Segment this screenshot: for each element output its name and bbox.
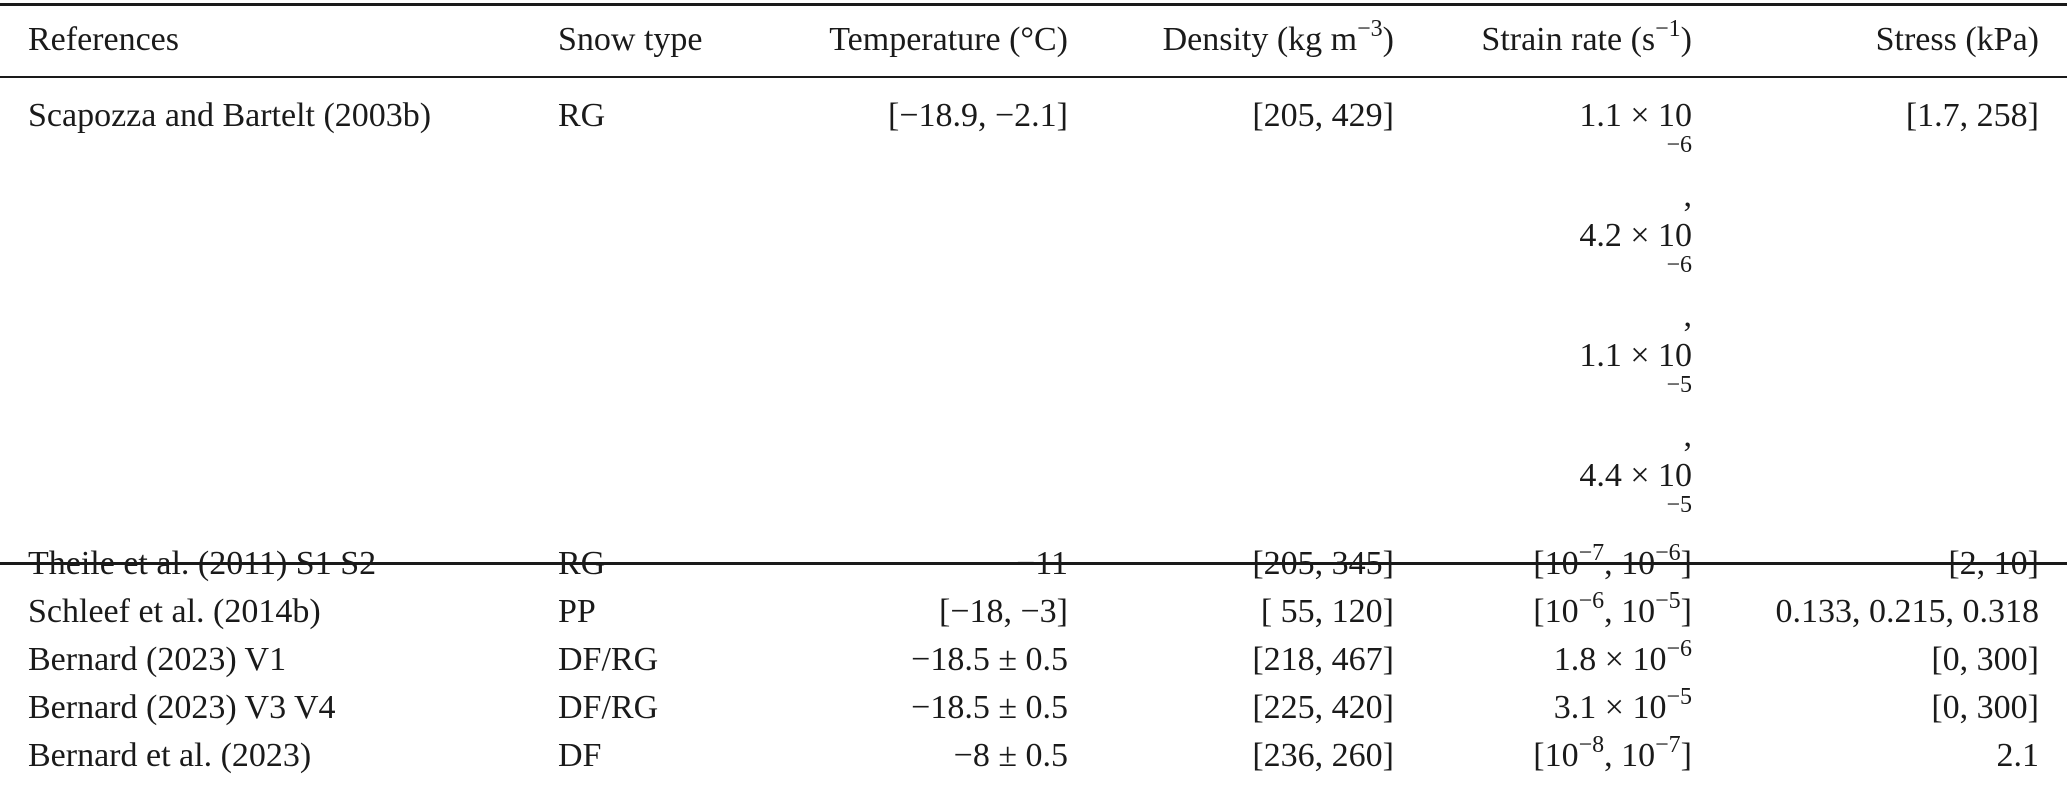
cell-strain-rate: 1.8 × 10−6 — [1553, 635, 1692, 678]
table-row: Schleef et al. (2014b) PP [−18, −3] [ 55… — [0, 584, 2067, 632]
cell-snow-type: RG — [558, 545, 606, 582]
cell-temperature: −11 — [1016, 545, 1068, 582]
cell-density: [218, 467] — [1252, 641, 1394, 678]
cell-density: [225, 420] — [1252, 689, 1394, 726]
cell-strain-rate: 3.1 × 10−5 — [1553, 683, 1692, 726]
table-row: Bernard (2023) V1 DF/RG −18.5 ± 0.5 [218… — [0, 632, 2067, 680]
cell-temperature: [−18.9, −2.1] — [888, 97, 1068, 134]
cell-snow-type: DF/RG — [558, 689, 659, 726]
cell-density: [ 55, 120] — [1260, 593, 1394, 630]
cell-stress: [0, 300] — [1931, 641, 2039, 678]
cell-stress: [2, 10] — [1948, 545, 2039, 582]
data-table: References Snow type Temperature (°C) De… — [0, 3, 2067, 774]
bottom-rule — [0, 562, 2067, 565]
cell-reference: Schleef et al. (2014b) — [28, 593, 321, 630]
cell-snow-type: DF/RG — [558, 641, 659, 678]
cell-snow-type: PP — [558, 593, 596, 630]
header-references: References — [28, 21, 180, 58]
cell-snow-type: DF — [558, 737, 602, 774]
strain-line: 1.1 × 10 −6, — [1579, 97, 1692, 214]
cell-temperature: [−18, −3] — [939, 593, 1068, 630]
cell-reference: Bernard (2023) V1 — [28, 641, 287, 678]
cell-strain-rate: 1.1 × 10 −6, 4.2 × 10 −6, 1.1 × 10 −5, 4.4 … — [1422, 78, 1720, 536]
cell-stress: [1.7, 258] — [1905, 97, 2039, 134]
cell-stress: [0, 300] — [1931, 689, 2039, 726]
cell-snow-type: RG — [558, 97, 606, 134]
top-rule — [0, 3, 2067, 6]
header-snow-type: Snow type — [558, 21, 703, 58]
cell-temperature: −18.5 ± 0.5 — [911, 689, 1068, 726]
header-row: References Snow type Temperature (°C) De… — [0, 0, 2067, 78]
header-stress: Stress (kPa) — [1875, 21, 2039, 58]
strain-line: 4.4 × 10 −5 — [1579, 457, 1692, 518]
cell-stress: 0.133, 0.215, 0.318 — [1775, 593, 2040, 630]
table-row: Bernard et al. (2023) DF −8 ± 0.5 [236, … — [0, 728, 2067, 788]
header-temperature: Temperature (°C) — [829, 21, 1068, 58]
cell-density: [205, 345] — [1252, 545, 1394, 582]
table-row: Scapozza and Bartelt (2003b) RG [−18.9, … — [0, 78, 2067, 536]
header-strain-rate: Strain rate (s−1) — [1481, 15, 1692, 58]
cell-strain-rate: [10−7, 10−6] — [1533, 539, 1692, 582]
cell-density: [205, 429] — [1252, 97, 1394, 134]
cell-reference: Scapozza and Bartelt (2003b) — [28, 97, 432, 134]
cell-reference: Theile et al. (2011) S1 S2 — [28, 545, 377, 582]
strain-line: 1.1 × 10 −5, — [1579, 337, 1692, 454]
cell-strain-rate: [10−6, 10−5] — [1533, 587, 1692, 630]
cell-temperature: −18.5 ± 0.5 — [911, 641, 1068, 678]
cell-stress: 2.1 — [1996, 737, 2040, 774]
cell-reference: Bernard (2023) V3 V4 — [28, 689, 336, 726]
cell-strain-rate: [10−8, 10−7] — [1533, 731, 1692, 774]
header-rule — [0, 76, 2067, 78]
table-row: Theile et al. (2011) S1 S2 RG −11 [205, … — [0, 536, 2067, 584]
strain-line: 4.2 × 10 −6, — [1579, 217, 1692, 334]
header-density: Density (kg m−3) — [1162, 15, 1394, 58]
table-row: Bernard (2023) V3 V4 DF/RG −18.5 ± 0.5 [… — [0, 680, 2067, 728]
cell-density: [236, 260] — [1252, 737, 1394, 774]
cell-temperature: −8 ± 0.5 — [953, 737, 1068, 774]
cell-reference: Bernard et al. (2023) — [28, 737, 312, 774]
